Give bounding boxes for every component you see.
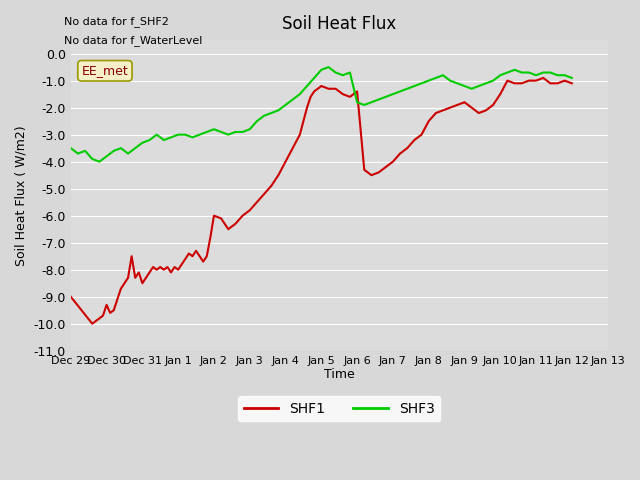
SHF3 xyxy=(324,64,332,70)
SHF3 xyxy=(382,94,390,100)
SHF1 xyxy=(317,83,325,89)
Y-axis label: Soil Heat Flux ( W/m2): Soil Heat Flux ( W/m2) xyxy=(15,125,28,266)
Line: SHF3: SHF3 xyxy=(71,67,572,162)
X-axis label: Time: Time xyxy=(324,368,355,382)
SHF3 xyxy=(532,72,540,78)
SHF3 xyxy=(317,67,325,72)
SHF1 xyxy=(88,321,96,326)
SHF3 xyxy=(67,145,75,151)
Text: No data for f_SHF2: No data for f_SHF2 xyxy=(64,16,169,27)
SHF1 xyxy=(99,313,107,319)
SHF3 xyxy=(81,148,89,154)
SHF1 xyxy=(182,256,189,262)
SHF1 xyxy=(540,75,547,81)
SHF1 xyxy=(568,81,575,86)
SHF1 xyxy=(67,294,75,300)
Text: EE_met: EE_met xyxy=(81,64,128,77)
SHF3 xyxy=(95,159,103,165)
SHF3 xyxy=(554,72,561,78)
Title: Soil Heat Flux: Soil Heat Flux xyxy=(282,15,396,33)
SHF3 xyxy=(568,75,575,81)
SHF1 xyxy=(178,262,186,267)
SHF1 xyxy=(282,159,289,165)
Text: No data for f_WaterLevel: No data for f_WaterLevel xyxy=(64,35,202,46)
Legend: SHF1, SHF3: SHF1, SHF3 xyxy=(238,396,440,421)
SHF1 xyxy=(439,108,447,113)
Line: SHF1: SHF1 xyxy=(71,78,572,324)
SHF3 xyxy=(146,137,154,143)
